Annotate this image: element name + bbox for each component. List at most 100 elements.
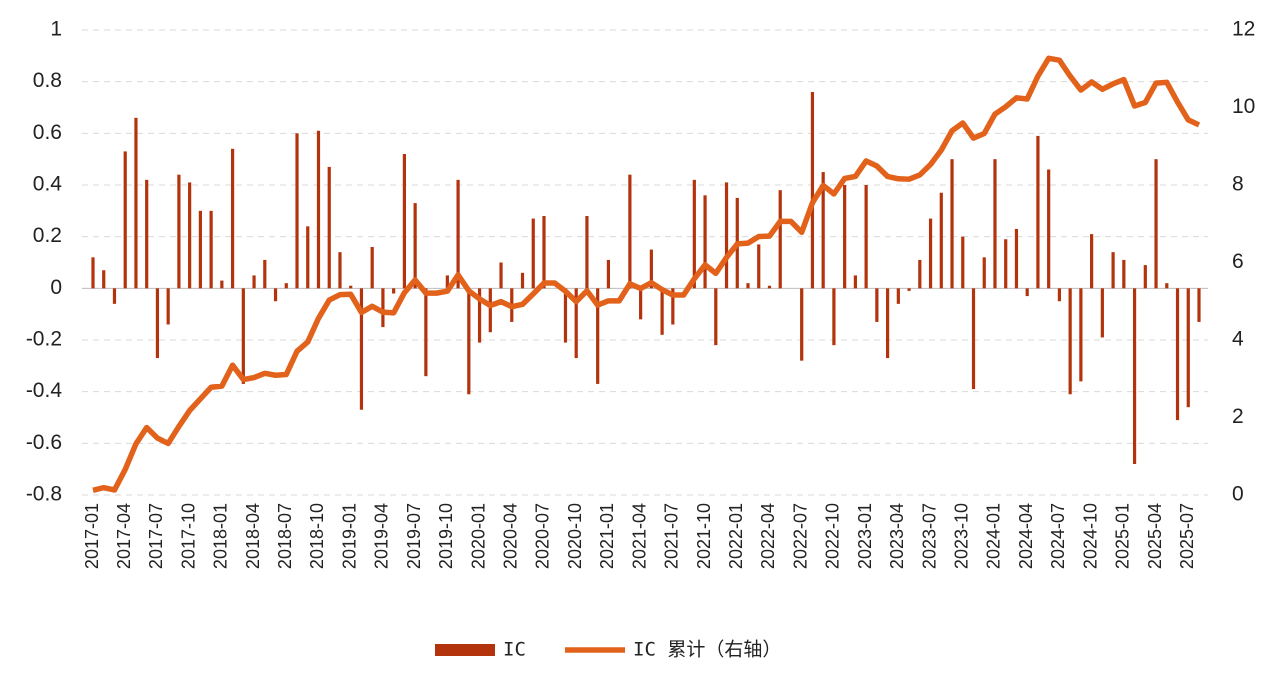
bar: [155, 288, 160, 359]
bar: [1111, 252, 1115, 289]
x-tick-label: 2018-01: [211, 503, 231, 569]
x-tick-label: 2021-10: [694, 503, 714, 569]
bar: [123, 151, 127, 289]
bar: [778, 190, 782, 289]
bar: [241, 288, 245, 384]
bar: [1143, 265, 1147, 289]
legend-swatch: [435, 644, 495, 656]
bar: [520, 272, 525, 289]
x-tick-label: 2023-07: [919, 503, 939, 569]
bar: [928, 218, 933, 289]
x-tick-label: 2017-01: [82, 503, 102, 569]
bar: [896, 288, 900, 304]
bar: [445, 275, 449, 289]
bar: [370, 247, 374, 289]
bar: [649, 249, 653, 289]
bar: [832, 288, 836, 346]
y2-tick-label: 4: [1232, 328, 1244, 351]
bar: [864, 185, 868, 289]
bar: [950, 159, 954, 289]
bar: [499, 262, 503, 289]
bar: [1068, 288, 1072, 395]
bar: [327, 166, 331, 289]
bar: [596, 288, 600, 384]
line: [92, 55, 1201, 494]
x-tick-label: 2019-07: [404, 503, 424, 569]
bar: [188, 182, 192, 289]
bar: [1197, 288, 1201, 322]
bar: [563, 288, 568, 343]
bar: [971, 288, 976, 390]
x-tick-label: 2021-07: [662, 503, 682, 569]
bar: [660, 288, 664, 335]
bar: [284, 283, 288, 289]
bar: [574, 288, 578, 359]
bar: [102, 270, 106, 289]
bar: [1014, 228, 1019, 289]
bar: [349, 285, 353, 289]
bar: [1025, 288, 1029, 297]
bar: [1165, 283, 1169, 289]
bar: [907, 288, 911, 291]
x-tick-label: 2021-01: [597, 503, 617, 569]
bar: [606, 259, 611, 289]
bar: [252, 275, 256, 289]
x-tick-label: 2019-10: [436, 503, 456, 569]
bar: [295, 133, 299, 289]
y-tick-label: -0.4: [26, 379, 63, 402]
x-tick-label: 2020-10: [565, 503, 585, 569]
y-tick-label: 0.6: [33, 121, 62, 144]
x-tick-label: 2024-01: [984, 503, 1004, 569]
x-tick-label: 2018-07: [275, 503, 295, 569]
x-tick-label: 2020-07: [533, 503, 553, 569]
bar: [531, 218, 535, 289]
bar: [316, 130, 321, 289]
y-tick-label: 0.4: [33, 173, 63, 196]
bar: [263, 259, 267, 289]
bar: [134, 117, 138, 289]
x-tick-label: 2024-04: [1016, 503, 1036, 569]
x-tick-label: 2023-10: [952, 503, 972, 569]
x-tick-label: 2022-04: [758, 503, 778, 569]
x-tick-label: 2022-10: [823, 503, 843, 569]
x-tick-label: 2024-10: [1080, 503, 1100, 569]
y2-tick-label: 12: [1232, 18, 1255, 41]
bar: [413, 203, 417, 289]
x-tick-label: 2018-10: [307, 503, 327, 569]
x-tick-label: 2017-04: [114, 503, 134, 569]
y2-tick-label: 10: [1232, 95, 1255, 118]
bar: [724, 182, 729, 289]
bar: [306, 226, 310, 289]
bar: [177, 174, 181, 289]
x-tick-label: 2020-01: [468, 503, 488, 569]
bar: [338, 252, 342, 289]
y2-tick-label: 8: [1232, 173, 1244, 196]
bar: [209, 210, 213, 289]
y-tick-label: -0.6: [26, 431, 62, 454]
bar: [746, 283, 750, 289]
bar: [1036, 135, 1040, 289]
bar: [220, 280, 224, 289]
y-tick-label: -0.8: [26, 483, 62, 506]
bar: [1100, 288, 1104, 338]
x-tick-label: 2024-07: [1048, 503, 1068, 569]
bar: [810, 92, 815, 289]
bar: [402, 154, 406, 289]
y-tick-label: -0.2: [26, 328, 62, 351]
bar: [424, 288, 428, 377]
x-tick-label: 2022-01: [726, 503, 746, 569]
bar: [112, 288, 117, 304]
x-tick-label: 2025-01: [1113, 503, 1133, 569]
bar: [800, 288, 804, 361]
bar: [993, 159, 997, 289]
bar: [456, 179, 460, 289]
x-tick-label: 2019-01: [339, 503, 359, 569]
bar: [821, 172, 825, 289]
y-tick-label: 0: [50, 276, 62, 299]
bar: [1186, 288, 1190, 408]
legend-label: IC: [503, 639, 526, 661]
bar: [628, 174, 632, 289]
bar: [939, 192, 943, 289]
bar: [166, 288, 170, 325]
